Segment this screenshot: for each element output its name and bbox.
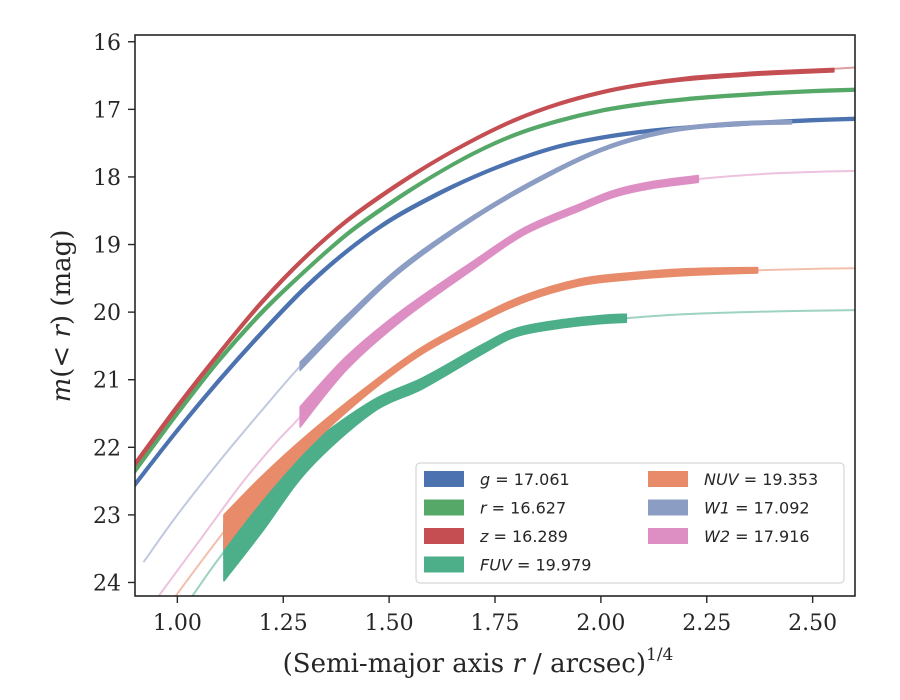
x-tick-label: 2.00 bbox=[576, 611, 625, 636]
legend-label-w2: W2 = 17.916 bbox=[704, 527, 810, 546]
x-tick-label: 1.75 bbox=[471, 611, 520, 636]
x-tick-label: 2.50 bbox=[788, 611, 837, 636]
y-axis-label: m(< r) (mag) bbox=[47, 230, 77, 403]
x-axis-label: (Semi-major axis r / arcsec)1/4 bbox=[283, 645, 674, 679]
series-band-nuv bbox=[223, 266, 759, 550]
series-band-z bbox=[135, 67, 835, 468]
legend-swatch-fuv bbox=[424, 556, 464, 573]
legend-swatch-g bbox=[424, 471, 464, 487]
legend-swatch-r bbox=[424, 499, 464, 516]
y-tick-label: 21 bbox=[93, 369, 121, 394]
legend-label-g: g = 17.061 bbox=[480, 470, 570, 489]
y-tick-label: 20 bbox=[93, 301, 121, 326]
y-axis-ticks: 16 17 18 19 20 21 22 23 24 bbox=[93, 31, 135, 596]
legend-label-nuv: NUV = 19.353 bbox=[704, 470, 818, 489]
y-tick-label: 23 bbox=[93, 504, 121, 529]
legend: g = 17.061 r = 16.627 z = 16.289 FUV = 19.9… bbox=[415, 462, 845, 584]
series-band-w2 bbox=[299, 174, 700, 428]
legend-swatch-w1 bbox=[648, 499, 688, 516]
y-tick-label: 19 bbox=[93, 234, 121, 259]
y-tick-label: 22 bbox=[93, 436, 121, 461]
series-band-w1 bbox=[299, 119, 793, 372]
legend-swatch-z bbox=[424, 528, 464, 544]
legend-box bbox=[415, 462, 845, 584]
y-tick-label: 17 bbox=[93, 98, 121, 123]
x-tick-label: 1.50 bbox=[365, 611, 414, 636]
x-tick-label: 1.00 bbox=[153, 611, 202, 636]
series-band-g bbox=[135, 116, 855, 488]
series-band-r bbox=[135, 87, 855, 474]
series-bands bbox=[135, 67, 855, 582]
legend-label-z: z = 16.289 bbox=[479, 527, 568, 546]
x-tick-label: 2.25 bbox=[682, 611, 731, 636]
y-tick-label: 24 bbox=[93, 571, 121, 596]
legend-swatch-w2 bbox=[648, 528, 688, 544]
legend-label-fuv: FUV = 19.979 bbox=[480, 556, 591, 575]
y-tick-label: 18 bbox=[93, 166, 121, 191]
legend-label-w1: W1 = 17.092 bbox=[704, 499, 810, 518]
y-tick-label: 16 bbox=[93, 31, 121, 56]
x-tick-label: 1.25 bbox=[259, 611, 308, 636]
legend-swatch-nuv bbox=[648, 471, 688, 487]
x-axis-ticks: 1.00 1.25 1.50 1.75 2.00 2.25 2.50 bbox=[153, 596, 837, 636]
series-band-fuv bbox=[223, 313, 628, 582]
legend-label-r: r = 16.627 bbox=[480, 499, 566, 518]
